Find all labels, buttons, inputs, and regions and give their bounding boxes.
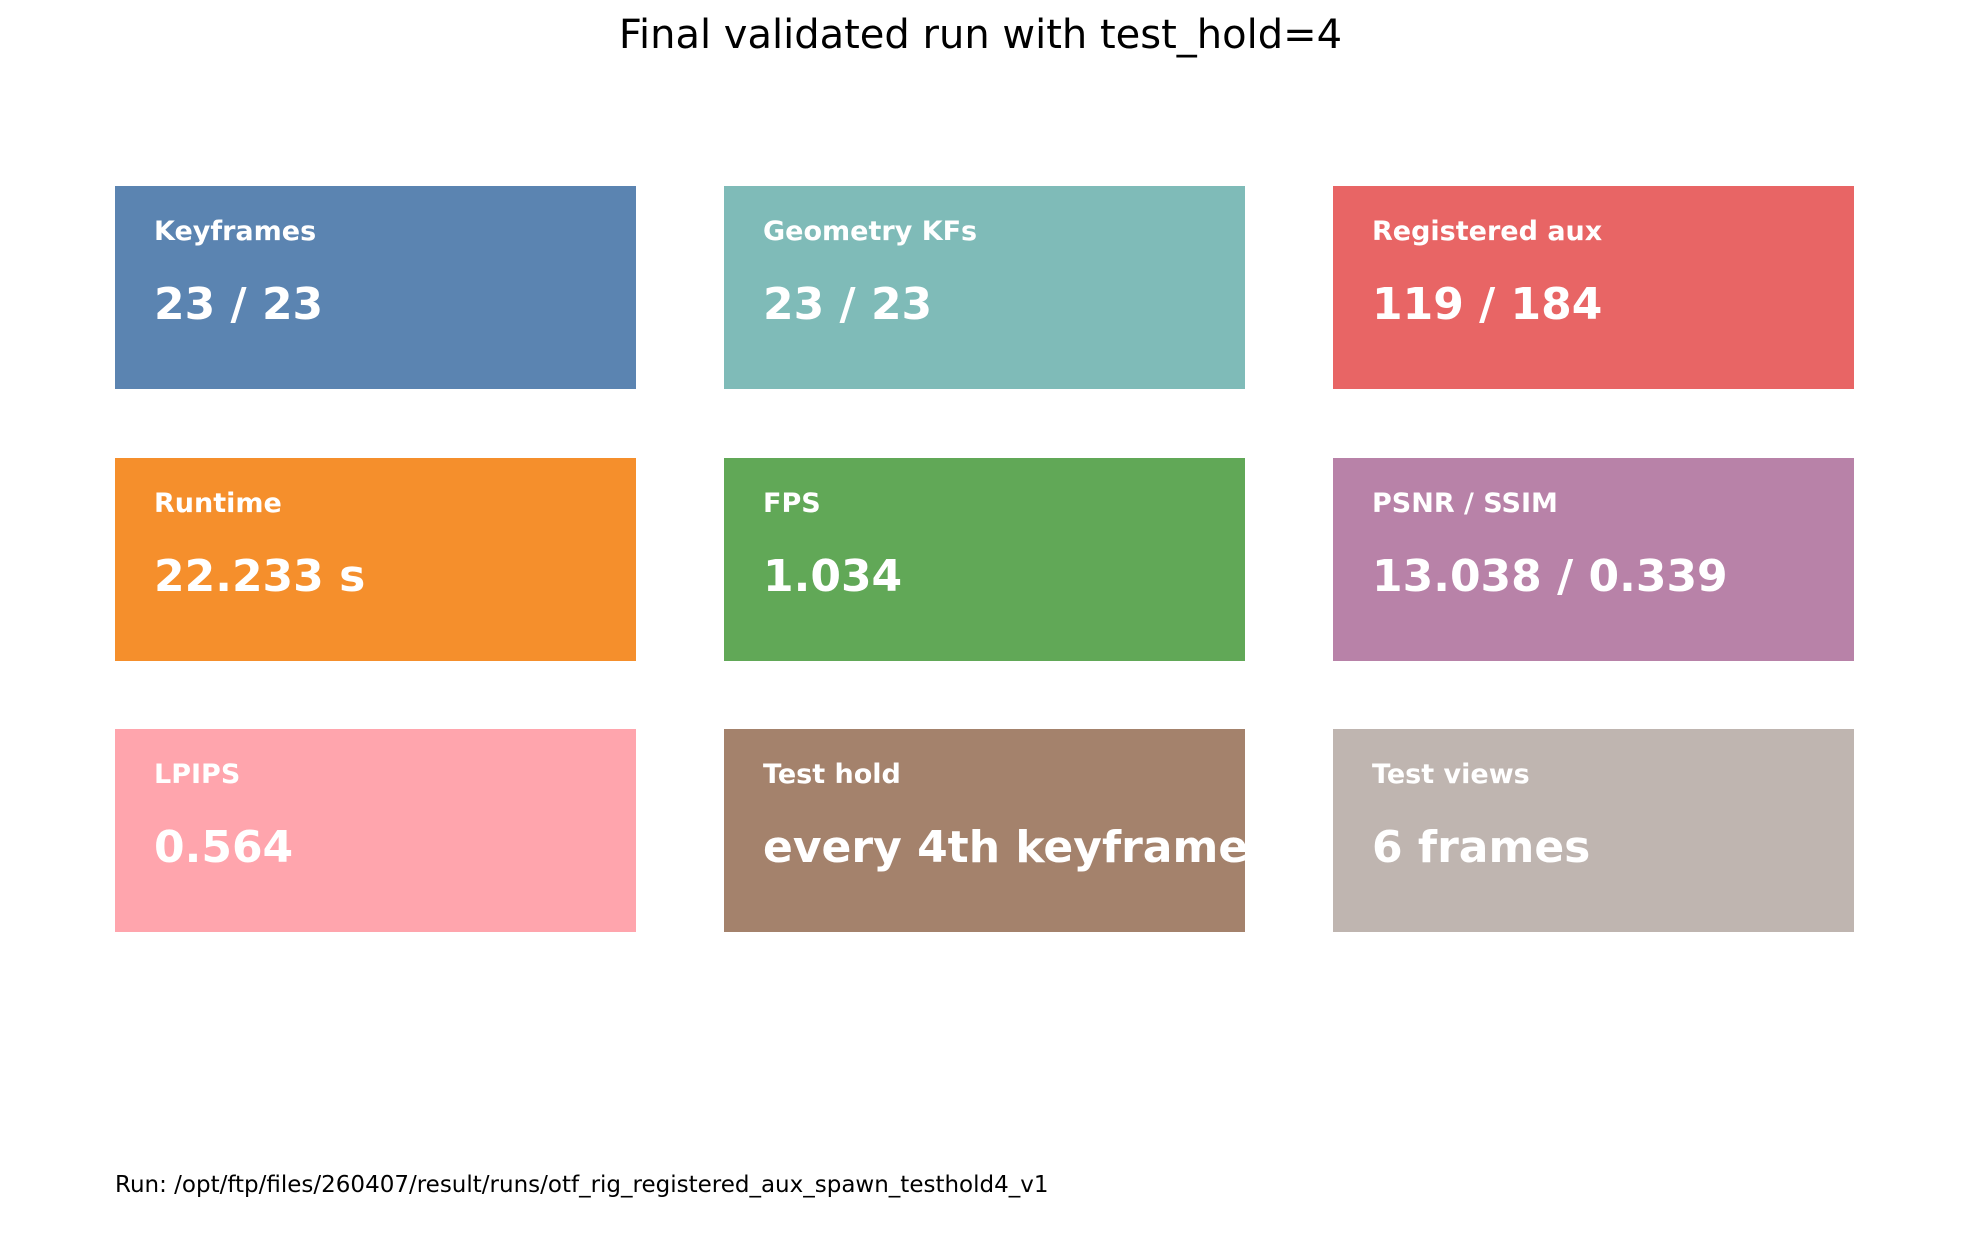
metric-value: 23 / 23 xyxy=(154,279,324,330)
metric-label: Runtime xyxy=(154,488,282,519)
metric-label: FPS xyxy=(763,488,821,519)
metric-label: Test hold xyxy=(763,759,901,790)
metric-value: 22.233 s xyxy=(154,551,366,602)
metric-value: 6 frames xyxy=(1372,822,1591,873)
metric-value: 119 / 184 xyxy=(1372,279,1603,330)
metric-label: LPIPS xyxy=(154,759,241,790)
run-path-footer: Run: /opt/ftp/files/260407/result/runs/o… xyxy=(115,1172,1049,1198)
metric-value: every 4th keyframe xyxy=(763,822,1245,873)
metric-label: Test views xyxy=(1372,759,1530,790)
metric-value: 23 / 23 xyxy=(763,279,933,330)
metric-card-test-views: Test views 6 frames xyxy=(1333,729,1854,932)
metric-card-lpips: LPIPS 0.564 xyxy=(115,729,636,932)
metric-card-geometry-kfs: Geometry KFs 23 / 23 xyxy=(724,186,1245,389)
metric-card-registered-aux: Registered aux 119 / 184 xyxy=(1333,186,1854,389)
metric-card-test-hold: Test hold every 4th keyframe xyxy=(724,729,1245,932)
metric-value: 1.034 xyxy=(763,551,903,602)
metric-card-runtime: Runtime 22.233 s xyxy=(115,458,636,661)
metric-value: 13.038 / 0.339 xyxy=(1372,551,1728,602)
metric-label: Geometry KFs xyxy=(763,216,978,247)
metric-label: Keyframes xyxy=(154,216,317,247)
metric-card-fps: FPS 1.034 xyxy=(724,458,1245,661)
metric-value: 0.564 xyxy=(154,822,294,873)
chart-title: Final validated run with test_hold=4 xyxy=(618,12,1343,58)
metric-card-keyframes: Keyframes 23 / 23 xyxy=(115,186,636,389)
metric-card-psnr-ssim: PSNR / SSIM 13.038 / 0.339 xyxy=(1333,458,1854,661)
metric-label: PSNR / SSIM xyxy=(1372,488,1558,519)
metric-label: Registered aux xyxy=(1372,216,1603,247)
